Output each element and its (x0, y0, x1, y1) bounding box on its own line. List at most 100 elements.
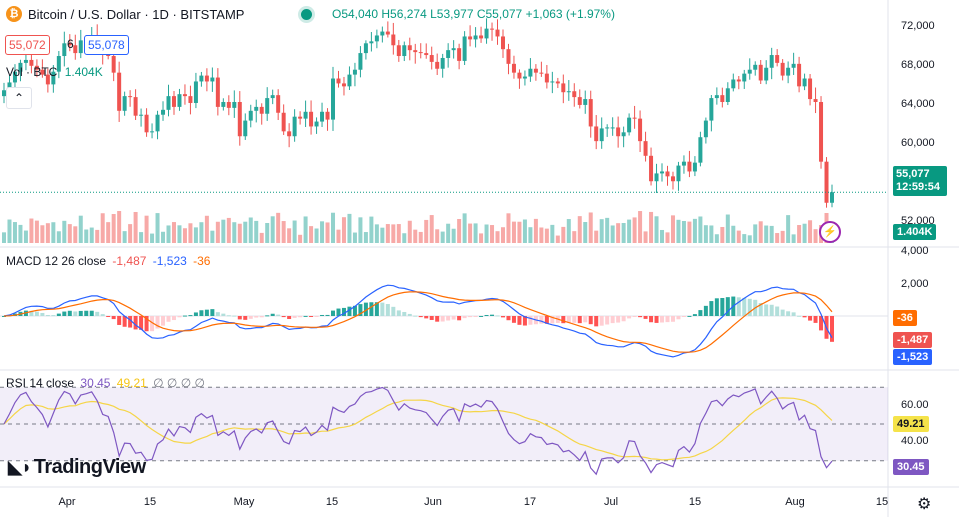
volume-bar (188, 223, 193, 243)
macd-histogram-bar (193, 312, 198, 316)
candle-body (111, 56, 116, 73)
candle-body (347, 74, 352, 87)
lightning-icon[interactable]: ⚡ (819, 221, 841, 243)
macd-histogram-bar (166, 316, 171, 322)
sell-button[interactable]: 55,072 (5, 35, 50, 55)
price-tick-label: 64,000 (901, 97, 935, 110)
macd-histogram-bar (243, 316, 248, 320)
macd-histogram-bar (161, 316, 166, 326)
candle-body (468, 36, 473, 40)
volume-bar (210, 230, 215, 243)
candle-body (561, 83, 566, 93)
candle-body (511, 63, 516, 73)
settings-gear-icon[interactable]: ⚙ (917, 496, 932, 513)
time-tick-label: Jun (424, 496, 442, 508)
macd-histogram-bar (298, 316, 303, 318)
volume-bar (270, 216, 275, 243)
candle-body (161, 109, 166, 115)
volume-bar (78, 215, 83, 243)
volume-bar (566, 219, 571, 243)
candle-body (270, 95, 275, 99)
candle-body (566, 91, 571, 93)
macd-histogram-bar (736, 297, 741, 316)
candle-body (572, 91, 577, 98)
candle-body (204, 75, 209, 82)
macd-legend[interactable]: MACD 12 26 close -1,487 -1,523 -36 (6, 254, 210, 268)
time-tick-label: 17 (523, 496, 537, 508)
volume-bar (385, 224, 390, 243)
spread-value: 6 (67, 37, 74, 51)
candle-body (18, 62, 23, 72)
candle-body (649, 155, 654, 182)
macd-histogram-bar (67, 310, 72, 316)
volume-bar (616, 223, 621, 243)
volume-bar (161, 231, 166, 243)
volume-legend[interactable]: Vol · BTC 1.404K (6, 65, 103, 79)
candle-body (797, 63, 802, 87)
volume-bar (676, 219, 681, 243)
time-tick-label: Jul (603, 496, 619, 508)
candle-body (133, 97, 138, 116)
candle-body (341, 83, 346, 87)
volume-bar (572, 231, 577, 243)
volume-bar (407, 220, 412, 243)
macd-histogram-bar (440, 316, 445, 322)
buy-button[interactable]: 55,078 (84, 35, 129, 55)
volume-bar (232, 222, 237, 243)
volume-bar (56, 231, 61, 243)
symbol-title[interactable]: Bitcoin / U.S. Dollar · 1D · BITSTAMP (28, 7, 245, 22)
tradingview-logo[interactable]: ◣◗ TradingView (8, 456, 146, 479)
candle-body (588, 99, 593, 127)
rsi-legend[interactable]: RSI 14 close 30.45 49.21 ∅ ∅ ∅ ∅ (6, 376, 205, 390)
bar-countdown: 12:59:54 (896, 181, 941, 193)
volume-bar (484, 224, 489, 243)
candle-body (314, 121, 319, 127)
macd-histogram-bar (292, 316, 297, 318)
candle-body (34, 65, 39, 70)
volume-value: 1.404K (64, 65, 103, 79)
volume-bar (128, 224, 133, 243)
candle-body (670, 176, 675, 182)
candle-body (309, 111, 314, 127)
collapse-chevron-icon[interactable]: ⌃ (6, 87, 32, 109)
volume-bar (418, 231, 423, 243)
volume-bar (583, 222, 588, 243)
macd-histogram-bar (407, 313, 412, 316)
candle-body (265, 98, 270, 114)
macd-label: MACD 12 26 close (6, 254, 107, 268)
time-tick-label: Apr (58, 496, 76, 508)
macd-histogram-bar (369, 302, 374, 316)
volume-label: Vol · BTC (6, 65, 58, 79)
macd-histogram-bar (84, 310, 89, 316)
volume-bar (12, 222, 17, 243)
volume-bar (369, 216, 374, 243)
candle-body (391, 34, 396, 46)
volume-bar (413, 229, 418, 243)
rsi-tick-label: 40.00 (901, 435, 929, 448)
volume-bar (40, 225, 45, 243)
macd-histogram-bar (599, 316, 604, 326)
macd-histogram-bar (210, 309, 215, 316)
candle-body (237, 102, 242, 137)
time-tick-label: May (233, 496, 255, 508)
volume-bar (204, 215, 209, 243)
macd-histogram-bar (352, 305, 357, 316)
macd-histogram-bar (506, 316, 511, 321)
candle-body (369, 41, 374, 44)
macd-histogram-bar (616, 316, 621, 323)
macd-histogram-bar (418, 316, 423, 318)
macd-histogram-bar (786, 311, 791, 316)
macd-histogram-bar (177, 316, 182, 318)
volume-bar (374, 224, 379, 243)
volume-bar (577, 216, 582, 243)
macd-histogram-bar (40, 312, 45, 316)
macd-line-badge: -1,487 (893, 332, 933, 348)
macd-histogram-bar (117, 316, 122, 325)
candle-body (122, 96, 127, 111)
volume-bar (221, 219, 226, 243)
ohlc-values: O54,040 H56,274 L53,977 C55,077 +1,063 (… (332, 7, 615, 21)
macd-histogram-bar (813, 316, 818, 323)
macd-histogram-bar (391, 306, 396, 316)
volume-bar (199, 222, 204, 243)
